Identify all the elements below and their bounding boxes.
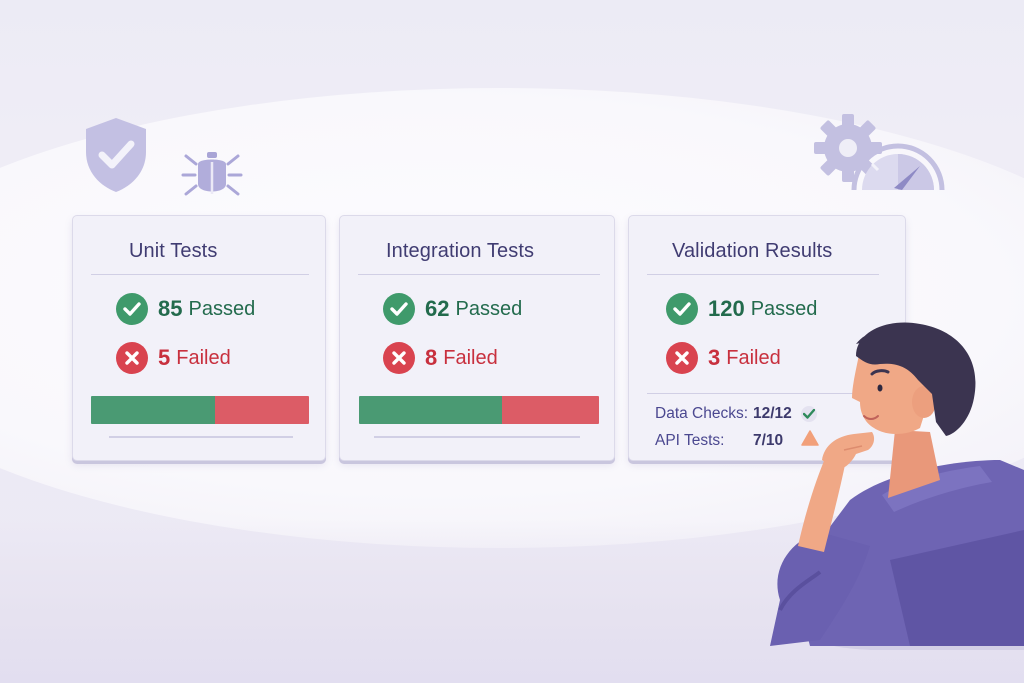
pass-fail-bar <box>91 396 309 424</box>
passed-label: Passed <box>188 297 256 320</box>
gear-icon <box>814 114 882 182</box>
bar-pass-segment <box>359 396 502 424</box>
detail-label: API Tests: <box>655 431 725 449</box>
check-circle-icon <box>383 293 415 325</box>
divider <box>109 436 293 438</box>
failed-stat: 8 Failed <box>383 341 498 375</box>
gauge-icon <box>851 143 945 191</box>
failed-count: 3 <box>708 345 721 370</box>
bar-fail-segment <box>501 396 599 424</box>
failed-count: 5 <box>158 345 171 370</box>
divider <box>374 436 580 438</box>
check-circle-icon <box>666 293 698 325</box>
card-title: Unit Tests <box>129 240 218 262</box>
failed-label: Failed <box>443 346 498 369</box>
check-circle-icon <box>116 293 148 325</box>
failed-label: Failed <box>726 346 781 369</box>
detail-value: 7/10 <box>753 431 784 449</box>
unit-tests-card: Unit Tests 85 Passed 5 Failed <box>72 215 326 461</box>
passed-count: 62 <box>425 296 450 321</box>
passed-label: Passed <box>455 297 523 320</box>
divider <box>647 274 879 275</box>
failed-stat: 5 Failed <box>116 341 231 375</box>
shield-check-icon <box>86 118 146 192</box>
data-checks-row: Data Checks: 12/12 <box>655 405 817 423</box>
person-thinking-illustration <box>770 322 1024 650</box>
passed-count: 85 <box>158 296 183 321</box>
check-icon <box>801 406 817 422</box>
warning-icon <box>801 430 819 451</box>
passed-stat: 120 Passed <box>666 292 817 326</box>
divider <box>647 393 897 394</box>
detail-label: Data Checks: <box>655 405 749 422</box>
bar-fail-segment <box>215 396 309 424</box>
divider <box>358 274 600 275</box>
api-tests-row: API Tests: 7/10 <box>655 430 819 451</box>
divider <box>91 274 309 275</box>
integration-tests-card: Integration Tests 62 Passed 8 Failed <box>339 215 615 461</box>
failed-label: Failed <box>176 346 231 369</box>
failed-count: 8 <box>425 345 438 370</box>
x-circle-icon <box>116 342 148 374</box>
x-circle-icon <box>383 342 415 374</box>
failed-stat: 3 Failed <box>666 341 781 375</box>
x-circle-icon <box>666 342 698 374</box>
detail-value: 12/12 <box>753 405 792 422</box>
passed-count: 120 <box>708 296 745 321</box>
bar-pass-segment <box>91 396 216 424</box>
passed-stat: 85 Passed <box>116 292 255 326</box>
passed-label: Passed <box>750 297 818 320</box>
card-title: Validation Results <box>672 240 833 262</box>
pass-fail-bar <box>359 396 599 424</box>
passed-stat: 62 Passed <box>383 292 522 326</box>
card-title: Integration Tests <box>386 240 535 262</box>
validation-results-card: Validation Results 120 Passed 3 Failed D… <box>628 215 906 461</box>
bug-icon <box>181 152 243 196</box>
